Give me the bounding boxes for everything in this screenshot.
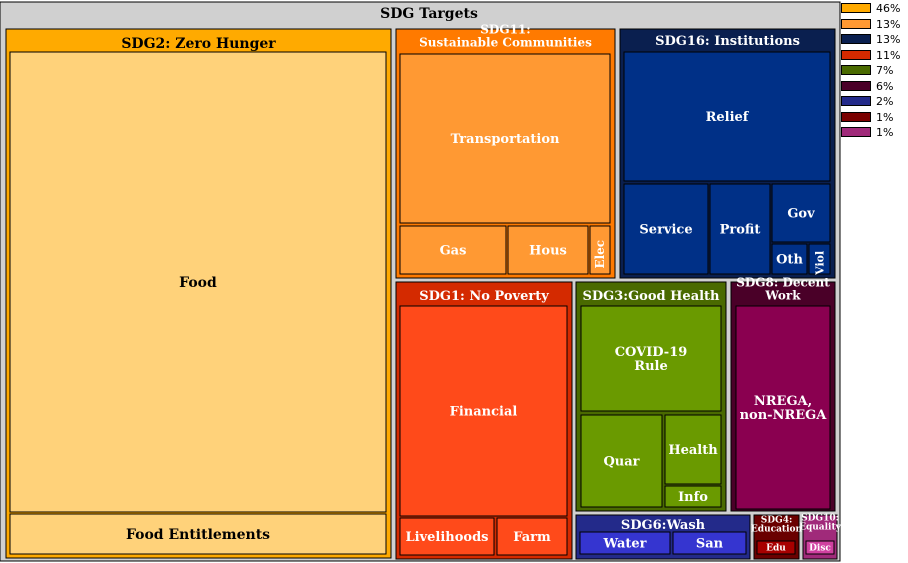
leaf-tile-farm: [496, 517, 568, 556]
leaf-tile-elec: [589, 225, 611, 275]
leaf-label: Gov: [787, 207, 815, 222]
leaf-label: COVID-19 Rule: [615, 345, 688, 374]
legend-label: 13%: [876, 33, 901, 46]
leaf-tile-profit: [709, 183, 771, 275]
group-label: SDG11: Sustainable Communities: [419, 23, 592, 50]
leaf-tile-nrega-non-nrega: [735, 305, 831, 510]
leaf-label: Edu: [766, 544, 786, 554]
legend: 46% 13% 13% 11% 7% 6% 2% 1% 1%: [841, 2, 907, 142]
leaf-label: Quar: [603, 455, 639, 470]
leaf-tile-gas: [399, 225, 507, 275]
legend-item: 46%: [841, 2, 907, 18]
group-label: SDG1: No Poverty: [419, 289, 549, 304]
treemap-group-sdg16-institutions: SDG16: Institutions Relief Service Profit Go…: [619, 28, 836, 279]
legend-item: 7%: [841, 64, 907, 80]
treemap-group-sdg8-decent-work: SDG8: Decent Work NREGA, non-NREGA: [730, 276, 836, 512]
treemap-group-sdg6-wash: SDG6:Wash Water San: [575, 514, 751, 560]
treemap-group-sdg2-zero-hunger: SDG2: Zero Hunger Food Food Entitlements: [5, 28, 392, 559]
legend-swatch: [841, 18, 871, 29]
leaf-label: Elec: [593, 240, 607, 269]
legend-label: 7%: [876, 64, 894, 77]
legend-item: 11%: [841, 49, 907, 65]
legend-item: 6%: [841, 80, 907, 96]
leaf-tile-info: [664, 485, 722, 508]
legend-swatch: [841, 65, 871, 75]
leaf-label: Food: [179, 275, 217, 291]
leaf-label: Profit: [720, 223, 761, 238]
legend-swatch: [841, 96, 871, 106]
leaf-label: Health: [668, 443, 718, 458]
group-label: SDG10: Equality: [799, 513, 842, 532]
leaf-tile-san: [672, 531, 747, 555]
legend-label: 1%: [876, 110, 894, 124]
treemap-group-sdg1-no-poverty: SDG1: No Poverty Financial Livelihoods Farm: [395, 281, 573, 560]
leaf-tile-food-entitlements: [9, 513, 387, 555]
leaf-label: Info: [678, 490, 708, 505]
leaf-tile-transportation: [399, 53, 611, 224]
leaf-label: Livelihoods: [406, 530, 489, 545]
leaf-label: Hous: [529, 244, 567, 259]
leaf-label: Service: [639, 223, 692, 238]
leaf-tile-relief: [623, 51, 831, 182]
leaf-tile-financial: [399, 305, 568, 517]
legend-swatch: [841, 3, 871, 13]
legend-swatch: [841, 80, 871, 91]
leaf-label: Food Entitlements: [126, 527, 270, 543]
leaf-label: Water: [602, 537, 646, 552]
group-label: SDG8: Decent Work: [736, 276, 830, 303]
legend-item: 13%: [841, 33, 907, 49]
legend-label: 1%: [876, 126, 894, 139]
leaf-label: Farm: [513, 530, 551, 545]
legend-swatch: [841, 127, 871, 137]
legend-swatch: [841, 49, 871, 60]
chart-title: SDG Targets: [380, 6, 478, 22]
legend-swatch: [841, 111, 871, 122]
treemap-group-sdg10-equality: SDG10: Equality Disc: [799, 513, 842, 560]
leaf-label: Transportation: [451, 132, 560, 147]
group-label: SDG2: Zero Hunger: [121, 36, 276, 52]
legend-swatch: [841, 34, 871, 44]
leaf-tile-hous: [507, 225, 589, 275]
leaf-label: Viol: [813, 251, 826, 276]
leaf-tile-livelihoods: [399, 517, 495, 556]
leaf-tile-edu: [756, 540, 796, 555]
leaf-label: Gas: [440, 244, 467, 259]
legend-label: 11%: [876, 48, 901, 62]
group-label: SDG3:Good Health: [582, 289, 720, 304]
leaf-label: San: [696, 537, 724, 552]
leaf-tile-health: [664, 414, 722, 485]
leaf-tile-service: [623, 183, 709, 275]
legend-item: 2%: [841, 95, 907, 111]
legend-label: 46%: [876, 2, 901, 15]
legend-label: 2%: [876, 95, 894, 108]
treemap-group-sdg3-good-health: SDG3:Good Health COVID-19 Rule Quar Health In…: [575, 281, 727, 512]
legend-label: 6%: [876, 79, 894, 93]
leaf-label: Disc: [809, 544, 831, 554]
group-label: SDG6:Wash: [621, 518, 706, 533]
leaf-label: Financial: [450, 405, 518, 420]
legend-item: 13%: [841, 18, 907, 34]
leaf-tile-disc: [805, 540, 835, 555]
legend-item: 1%: [841, 111, 907, 127]
leaf-tile-gov: [771, 183, 831, 243]
leaf-tile-oth: [771, 243, 808, 275]
leaf-tile-viol: [808, 243, 831, 275]
leaf-tile-quar: [580, 414, 663, 508]
treemap-group-sdg11-sustainable-communities: SDG11: Sustainable Communities Transportat…: [395, 23, 616, 279]
group-label: SDG4: Education: [751, 515, 803, 534]
leaf-label: NREGA, non-NREGA: [740, 394, 828, 423]
leaf-tile-covid-19-rule: [580, 305, 722, 412]
leaf-tile-food: [9, 51, 387, 513]
leaf-label: Relief: [706, 110, 750, 125]
group-label: SDG16: Institutions: [655, 34, 800, 49]
leaf-tile-water: [579, 531, 671, 555]
legend-label: 13%: [876, 17, 901, 31]
leaf-label: Oth: [776, 253, 803, 268]
legend-item: 1%: [841, 126, 907, 142]
treemap-group-sdg4-education: SDG4: Education Edu: [751, 514, 803, 560]
